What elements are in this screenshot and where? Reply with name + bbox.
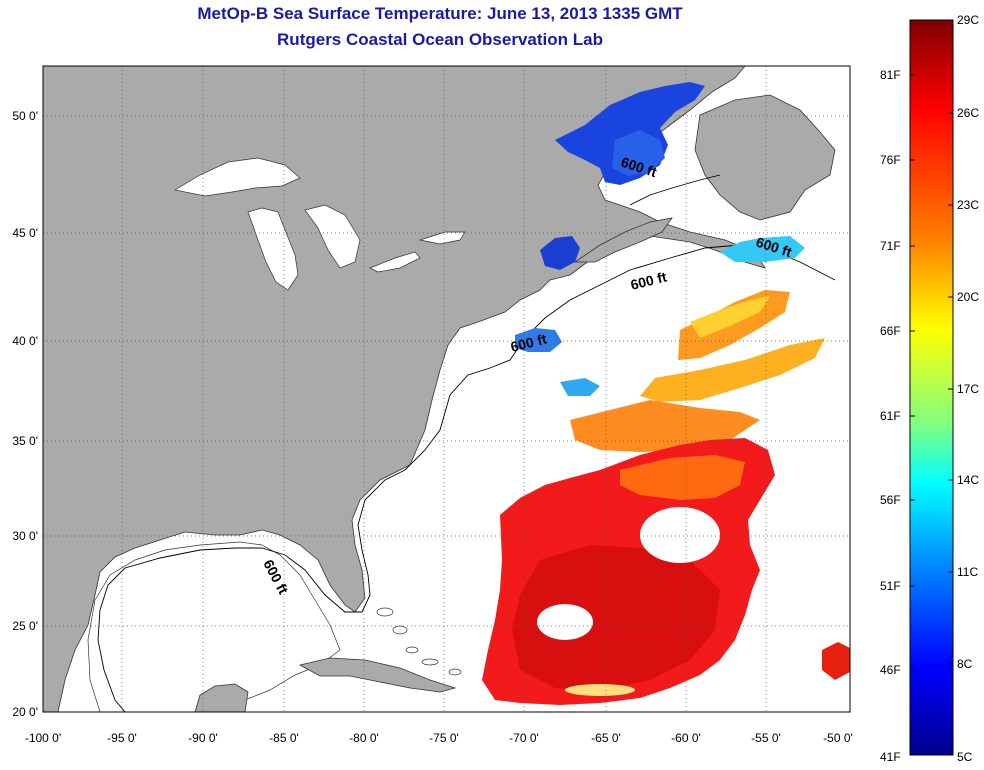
sst-yellow-streak	[565, 684, 635, 696]
colorbar-celsius-label: 29C	[957, 13, 980, 27]
colorbar-fahrenheit-label: 66F	[880, 324, 901, 338]
grid-lines	[43, 66, 850, 712]
x-tick-label: -80 0'	[349, 731, 379, 745]
x-tick-label: -75 0'	[429, 731, 459, 745]
nova-scotia-land	[573, 217, 673, 263]
colorbar-celsius-label: 17C	[957, 382, 980, 396]
cuba-land	[298, 657, 457, 693]
x-axis: -100 0' -95 0' -90 0' -85 0' -80 0' -75 …	[25, 731, 853, 745]
x-tick-label: -65 0'	[591, 731, 621, 745]
sst-warm-band-2	[690, 296, 770, 338]
y-tick-label: 30 0'	[12, 529, 38, 543]
x-tick-label: -60 0'	[671, 731, 701, 745]
colorbar-fahrenheit-label: 41F	[880, 750, 901, 764]
colorbar	[909, 19, 954, 756]
colorbar-celsius-label: 20C	[957, 290, 980, 304]
sst-cold-patch-2	[612, 130, 665, 176]
gulf-of-mexico	[87, 541, 341, 712]
y-tick-label: 25 0'	[12, 619, 38, 633]
colorbar-fahrenheit-label: 81F	[880, 68, 901, 82]
lake-michigan-huron	[247, 204, 361, 291]
map-subtitle: Rutgers Coastal Ocean Observation Lab	[277, 30, 603, 49]
x-tick-label: -70 0'	[509, 731, 539, 745]
sst-cold-patch-4	[515, 328, 562, 352]
map-frame	[42, 65, 851, 713]
colorbar-celsius-label: 8C	[957, 657, 973, 671]
y-tick-label: 35 0'	[12, 434, 38, 448]
x-tick-label: -90 0'	[188, 731, 218, 745]
colorbar-fahrenheit-label: 46F	[880, 663, 901, 677]
sst-cyan-patch-1	[720, 236, 805, 262]
colorbar-celsius-label: 23C	[957, 198, 980, 212]
map-title: MetOp-B Sea Surface Temperature: June 13…	[197, 4, 683, 23]
x-tick-label: -95 0'	[107, 731, 137, 745]
bahamas-islands	[376, 607, 462, 676]
y-tick-label: 50 0'	[12, 109, 38, 123]
x-tick-label: -50 0'	[823, 731, 853, 745]
colorbar-ticks	[910, 74, 953, 671]
colorbar-celsius-label: 26C	[957, 106, 980, 120]
x-tick-label: -55 0'	[751, 731, 781, 745]
sst-hot-region-dark	[512, 545, 720, 690]
colorbar-celsius-label: 5C	[957, 750, 973, 764]
colorbar-celsius-label: 14C	[957, 473, 980, 487]
colorbar-fahrenheit-label: 51F	[880, 579, 901, 593]
sst-edge-patch	[822, 642, 850, 680]
y-axis: 50 0' 45 0' 40 0' 35 0' 30 0' 25 0' 20 0…	[12, 109, 38, 719]
colorbar-fahrenheit-label: 56F	[880, 493, 901, 507]
600ft-contour	[97, 174, 836, 712]
cloud-gap-2	[640, 507, 720, 563]
lake-superior	[174, 157, 301, 197]
colorbar-fahrenheit-label: 71F	[880, 239, 901, 253]
y-tick-label: 40 0'	[12, 334, 38, 348]
sst-cyan-patch-2	[560, 378, 600, 396]
colorbar-fahrenheit-label: 76F	[880, 153, 901, 167]
colorbar-fahrenheit-label: 61F	[880, 409, 901, 423]
x-tick-label: -85 0'	[269, 731, 299, 745]
cloud-gap-1	[537, 604, 593, 640]
lake-erie-ontario	[369, 231, 466, 273]
north-america-land	[43, 66, 766, 712]
sst-orange-region	[620, 455, 745, 500]
x-tick-label: -100 0'	[25, 731, 61, 745]
sst-data	[482, 82, 850, 705]
y-tick-label: 45 0'	[12, 226, 38, 240]
y-tick-label: 20 0'	[12, 705, 38, 719]
sst-cold-patch-3	[540, 236, 580, 270]
sst-warm-band-4	[570, 400, 760, 452]
yucatan-land	[194, 683, 249, 712]
sst-cold-patch-1	[555, 82, 705, 185]
newfoundland-land	[694, 94, 836, 221]
colorbar-celsius-label: 11C	[957, 565, 979, 579]
